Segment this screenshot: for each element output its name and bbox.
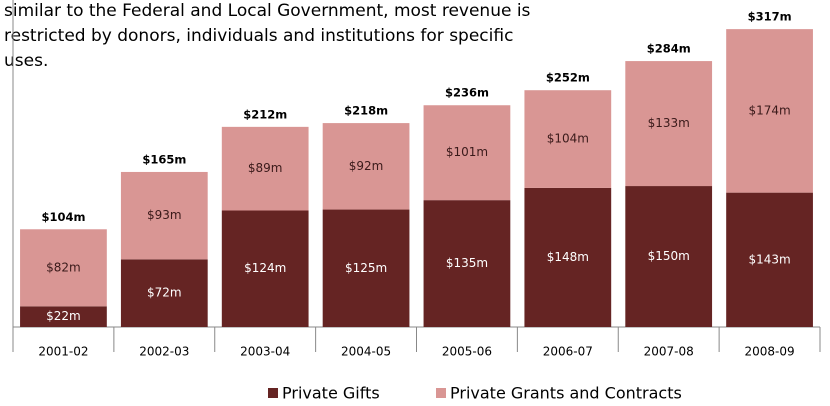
value-label: $125m xyxy=(345,261,387,275)
bar-segment xyxy=(423,200,511,327)
total-label: $104m xyxy=(41,210,85,224)
x-tick-label: 2008-09 xyxy=(744,345,794,359)
bar-segment xyxy=(524,187,612,327)
value-label: $124m xyxy=(244,261,286,275)
value-label: $148m xyxy=(547,250,589,264)
bar-segment xyxy=(524,90,612,188)
bar-segment xyxy=(625,61,713,187)
value-label: $89m xyxy=(248,161,283,175)
total-label: $252m xyxy=(546,71,590,85)
bar-segment xyxy=(20,306,107,327)
x-tick-label: 2007-08 xyxy=(644,345,694,359)
bar-segment xyxy=(322,123,410,210)
total-label: $212m xyxy=(243,107,287,121)
bar-segment xyxy=(726,29,813,193)
value-label: $72m xyxy=(147,286,182,300)
value-label: $150m xyxy=(648,249,690,263)
legend-swatch xyxy=(436,388,446,398)
legend-label: Private Grants and Contracts xyxy=(450,384,682,403)
bar-segment xyxy=(221,210,309,327)
value-label: $22m xyxy=(46,309,81,323)
bar-segment xyxy=(120,171,208,260)
bar-segment xyxy=(726,192,813,327)
total-label: $165m xyxy=(142,152,186,166)
value-label: $93m xyxy=(147,208,182,222)
x-tick-label: 2002-03 xyxy=(139,345,189,359)
value-label: $92m xyxy=(349,159,384,173)
annotation-line: similar to the Federal and Local Governm… xyxy=(4,1,531,21)
x-tick-label: 2005-06 xyxy=(442,345,492,359)
legend-swatch xyxy=(268,388,278,398)
bar-segment xyxy=(221,126,309,211)
annotation-line: uses. xyxy=(4,51,48,71)
bar-segment xyxy=(423,105,511,201)
x-tick-label: 2003-04 xyxy=(240,345,290,359)
total-label: $317m xyxy=(748,10,792,24)
x-tick-label: 2006-07 xyxy=(543,345,593,359)
total-label: $218m xyxy=(344,104,388,118)
value-label: $143m xyxy=(748,252,790,266)
value-label: $104m xyxy=(547,132,589,146)
x-tick-label: 2001-02 xyxy=(38,345,88,359)
bar-segment xyxy=(20,229,107,307)
bar-segment xyxy=(120,259,208,327)
bar-segment xyxy=(322,209,410,327)
total-label: $284m xyxy=(647,42,691,56)
value-label: $101m xyxy=(446,145,488,159)
x-tick-label: 2004-05 xyxy=(341,345,391,359)
value-label: $133m xyxy=(648,116,690,130)
value-label: $135m xyxy=(446,256,488,270)
legend-label: Private Gifts xyxy=(282,384,380,403)
annotation-line: restricted by donors, individuals and in… xyxy=(4,26,513,46)
total-label: $236m xyxy=(445,86,489,100)
value-label: $174m xyxy=(748,103,790,117)
value-label: $82m xyxy=(46,260,81,274)
bar-segment xyxy=(625,186,713,327)
